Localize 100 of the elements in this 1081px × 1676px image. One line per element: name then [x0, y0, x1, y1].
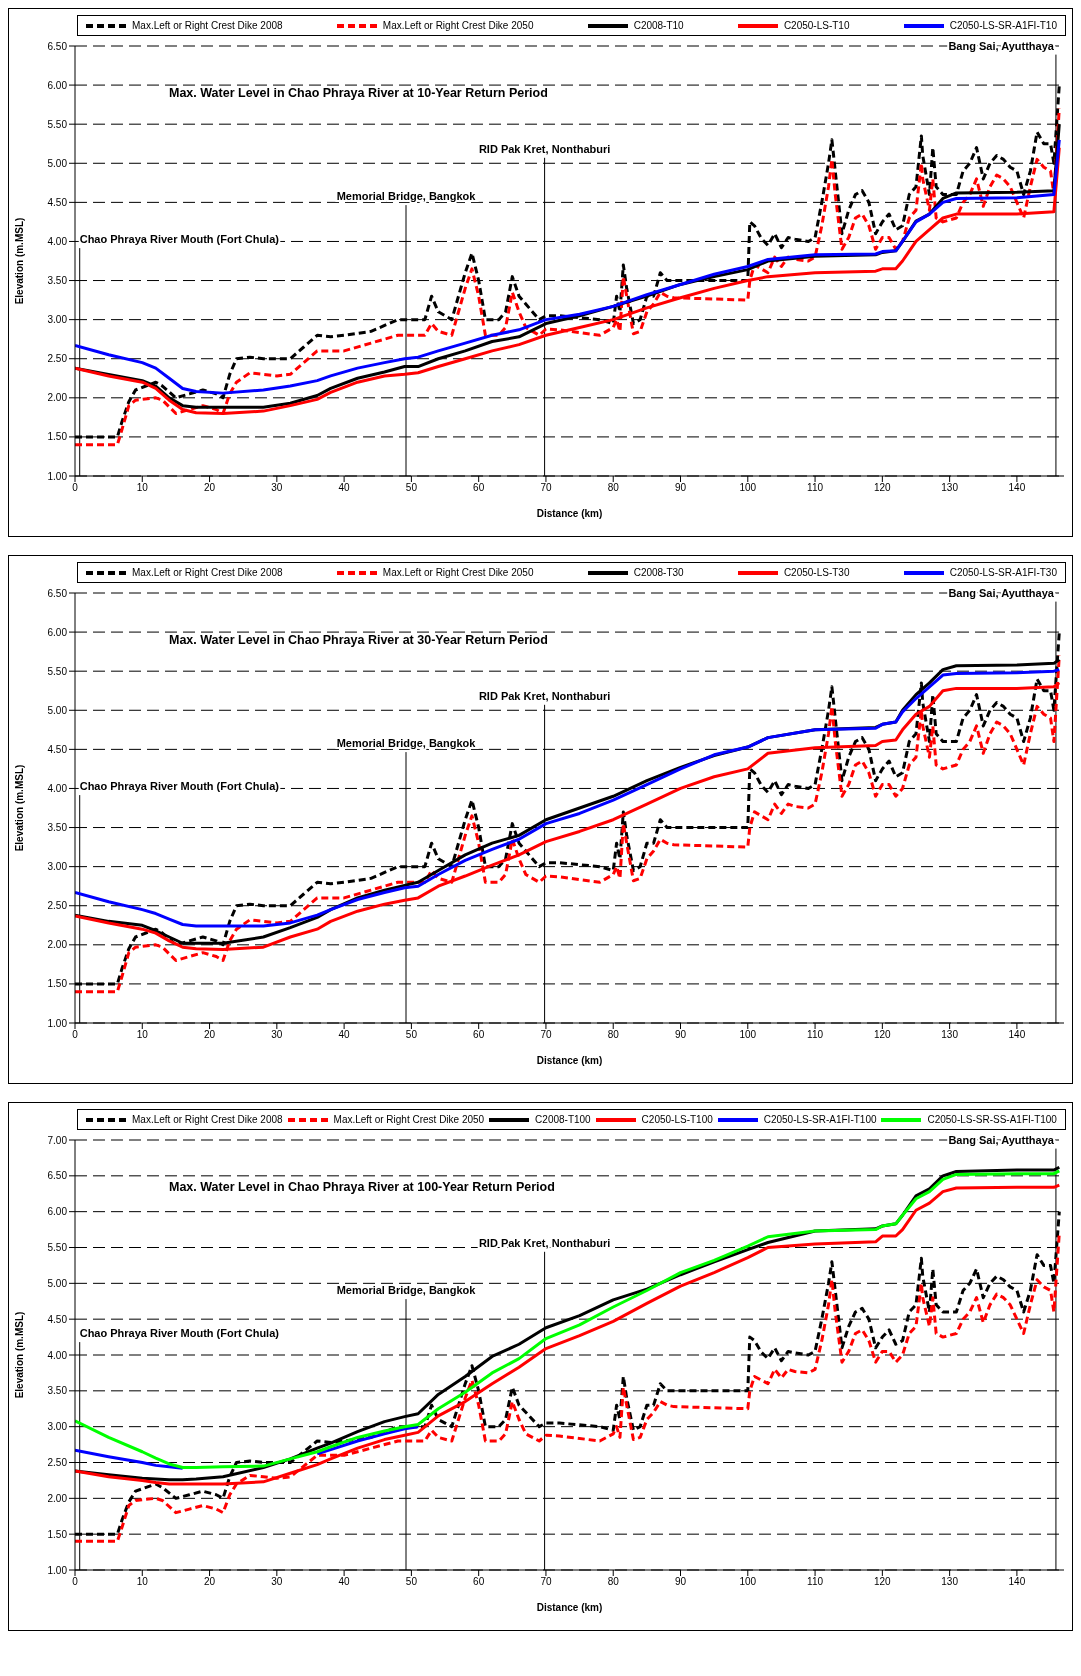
x-tick-label: 20: [204, 1576, 216, 1588]
x-tick-label: 100: [739, 1576, 757, 1588]
x-tick-label: 140: [1008, 1029, 1026, 1041]
y-tick-label: 4.50: [47, 196, 68, 208]
x-tick-label: 110: [807, 1576, 824, 1588]
y-tick-label: 3.50: [47, 275, 68, 287]
x-tick-label: 70: [540, 1029, 552, 1041]
y-tick-label: 4.50: [47, 743, 68, 755]
y-axis-title: Elevation (m.MSL): [13, 764, 25, 852]
legend-label: C2050-LS-SR-A1FI-T10: [948, 20, 1057, 31]
y-tick-label: 3.00: [47, 1421, 68, 1433]
y-tick-label: 2.50: [47, 900, 68, 912]
y-tick-label: 3.00: [47, 861, 68, 873]
x-tick-label: 80: [607, 1576, 620, 1588]
x-tick-label: 10: [136, 1576, 149, 1588]
x-tick-label: 0: [72, 482, 79, 494]
x-tick-label: 60: [473, 1576, 485, 1588]
x-tick-label: 140: [1008, 1576, 1026, 1588]
y-tick-label: 3.00: [47, 314, 68, 326]
y-tick-label: 5.00: [47, 704, 68, 716]
legend-label: C2008-T100: [534, 1114, 591, 1125]
x-axis-title: Distance (km): [536, 508, 603, 520]
legend-label: Max.Left or Right Crest Dike 2008: [131, 567, 283, 578]
y-tick-label: 6.00: [47, 79, 68, 91]
x-tick-label: 90: [674, 1029, 687, 1041]
y-axis-title: Elevation (m.MSL): [13, 217, 25, 305]
legend-label: Max.Left or Right Crest Dike 2050: [381, 567, 534, 578]
legend-label: Max.Left or Right Crest Dike 2008: [131, 20, 283, 31]
legend-label: Max.Left or Right Crest Dike 2008: [131, 1114, 283, 1125]
ref-line-label: Chao Phraya River Mouth (Fort Chula): [79, 1327, 280, 1340]
legend-label: C2008-T30: [632, 567, 684, 578]
ref-line-label: RID Pak Kret, Nonthaburi: [478, 142, 611, 155]
y-tick-label: 5.50: [47, 1242, 68, 1254]
x-axis-title: Distance (km): [536, 1602, 603, 1614]
x-tick-label: 110: [807, 1029, 824, 1041]
ref-line-label: RID Pak Kret, Nonthaburi: [478, 689, 611, 702]
y-tick-label: 1.50: [47, 1528, 68, 1540]
y-tick-label: 1.00: [47, 470, 68, 482]
x-tick-label: 120: [874, 1576, 892, 1588]
x-tick-label: 60: [473, 482, 485, 494]
x-tick-label: 120: [874, 1029, 892, 1041]
x-tick-label: 30: [271, 482, 283, 494]
y-tick-label: 1.00: [47, 1017, 68, 1029]
y-tick-label: 3.50: [47, 1385, 68, 1397]
x-tick-label: 40: [338, 1029, 351, 1041]
y-tick-label: 6.50: [47, 1170, 68, 1182]
legend-label: C2050-LS-T100: [640, 1114, 713, 1125]
x-tick-label: 30: [271, 1029, 283, 1041]
y-tick-label: 1.00: [47, 1564, 68, 1576]
x-tick-label: 60: [473, 1029, 485, 1041]
legend-label: C2050-LS-SR-SS-A1FI-T100: [926, 1114, 1057, 1125]
y-tick-label: 7.00: [47, 1134, 68, 1146]
x-tick-label: 20: [204, 1029, 216, 1041]
y-tick-label: 4.50: [47, 1313, 68, 1325]
y-tick-label: 2.00: [47, 939, 68, 951]
ref-line-label: Memorial Bridge, Bangkok: [336, 1284, 477, 1297]
y-tick-label: 4.00: [47, 236, 68, 247]
ref-line-label: Memorial Bridge, Bangkok: [336, 190, 477, 203]
x-tick-label: 40: [338, 1576, 351, 1588]
y-tick-label: 1.50: [47, 978, 68, 990]
x-tick-label: 50: [405, 1029, 418, 1041]
text: Max. Water Level in Chao Phraya River at 100-Year Return Period: [169, 1180, 555, 1194]
legend-label: C2050-LS-SR-A1FI-T100: [762, 1114, 877, 1125]
x-tick-label: 80: [607, 482, 620, 494]
y-tick-label: 5.00: [47, 1277, 68, 1289]
ref-line-label: Bang Sai, Ayutthaya: [948, 586, 1055, 599]
y-tick-label: 2.00: [47, 1492, 68, 1504]
x-tick-label: 40: [338, 482, 351, 494]
y-tick-label: 2.50: [47, 1457, 68, 1469]
x-tick-label: 100: [739, 482, 757, 494]
x-tick-label: 130: [941, 1029, 959, 1041]
y-tick-label: 6.00: [47, 626, 68, 638]
y-axis-title: Elevation (m.MSL): [13, 1311, 25, 1399]
x-tick-label: 10: [136, 1029, 149, 1041]
legend-label: C2050-LS-T30: [782, 567, 850, 578]
legend-label: C2050-LS-T10: [782, 20, 850, 31]
x-tick-label: 100: [739, 1029, 757, 1041]
ref-line-label: Bang Sai, Ayutthaya: [948, 39, 1055, 52]
x-axis-title: Distance (km): [536, 1055, 603, 1067]
legend-label: C2050-LS-SR-A1FI-T30: [948, 567, 1057, 578]
x-tick-label: 10: [136, 482, 149, 494]
x-tick-label: 20: [204, 482, 216, 494]
x-tick-label: 30: [271, 1576, 283, 1588]
x-tick-label: 140: [1008, 482, 1026, 494]
text: Max. Water Level in Chao Phraya River at 30-Year Return Period: [169, 633, 548, 647]
legend-label: Max.Left or Right Crest Dike 2050: [332, 1114, 485, 1125]
x-tick-label: 120: [874, 482, 892, 494]
ref-line-label: RID Pak Kret, Nonthaburi: [478, 1236, 611, 1249]
x-tick-label: 70: [540, 482, 552, 494]
x-tick-label: 50: [405, 482, 418, 494]
x-tick-label: 90: [674, 1576, 687, 1588]
x-tick-label: 70: [540, 1576, 552, 1588]
x-tick-label: 110: [807, 482, 824, 494]
y-tick-label: 4.00: [47, 1349, 68, 1361]
x-tick-label: 0: [72, 1029, 79, 1041]
y-tick-label: 5.50: [47, 665, 68, 677]
ref-line-label: Bang Sai, Ayutthaya: [948, 1133, 1055, 1146]
legend-label: Max.Left or Right Crest Dike 2050: [381, 20, 534, 31]
y-tick-label: 5.00: [47, 157, 68, 169]
y-tick-label: 3.50: [47, 822, 68, 834]
